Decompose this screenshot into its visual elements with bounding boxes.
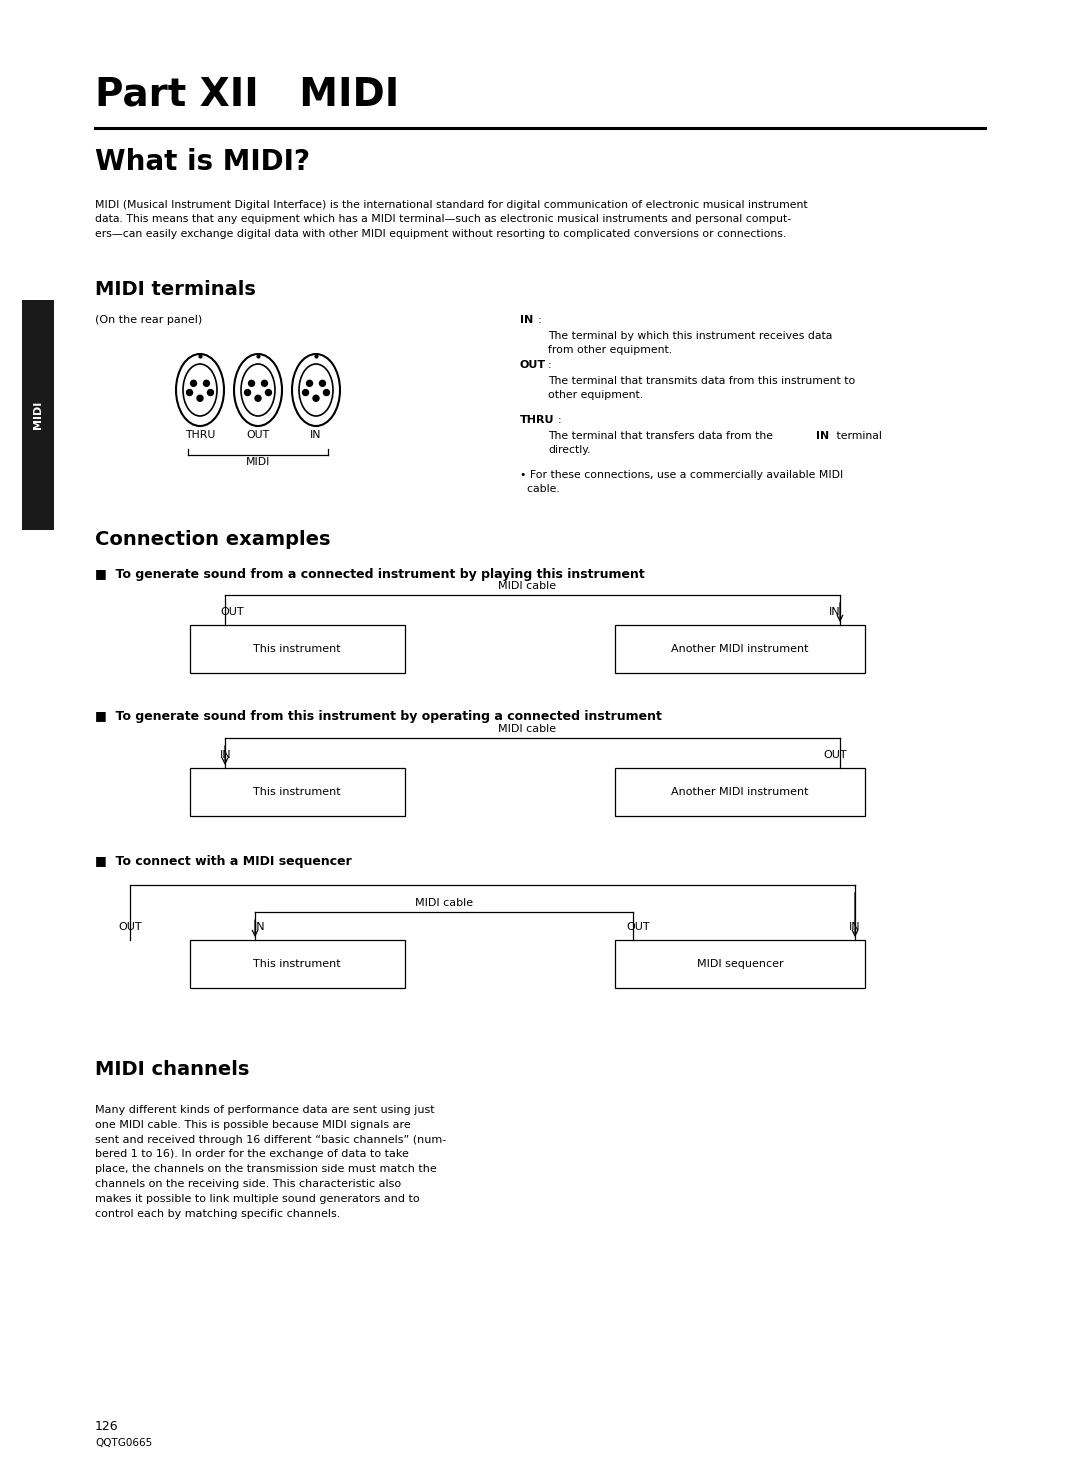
Circle shape	[302, 390, 309, 396]
Text: Many different kinds of performance data are sent using just
one MIDI cable. Thi: Many different kinds of performance data…	[95, 1105, 446, 1219]
Text: MIDI terminals: MIDI terminals	[95, 281, 256, 298]
Text: The terminal that transmits data from this instrument to
other equipment.: The terminal that transmits data from th…	[548, 377, 855, 400]
Circle shape	[197, 396, 203, 402]
Text: cable.: cable.	[519, 484, 559, 493]
Bar	[22, 300, 54, 530]
Text: (On the rear panel): (On the rear panel)	[95, 315, 202, 325]
Bar	[190, 939, 405, 988]
Text: OUT: OUT	[246, 430, 270, 440]
Text: IN: IN	[849, 922, 861, 932]
Circle shape	[307, 380, 312, 387]
Text: Another MIDI instrument: Another MIDI instrument	[672, 644, 809, 654]
Bar	[615, 625, 865, 674]
Circle shape	[190, 380, 197, 387]
Text: OUT: OUT	[519, 360, 546, 371]
Text: :: :	[538, 315, 542, 325]
Text: IN: IN	[829, 607, 841, 617]
Text: The terminal that transfers data from the: The terminal that transfers data from th…	[548, 431, 777, 442]
Text: ■  To connect with a MIDI sequencer: ■ To connect with a MIDI sequencer	[95, 855, 352, 868]
Text: OUT: OUT	[220, 607, 244, 617]
Text: terminal: terminal	[833, 431, 882, 442]
Text: • For these connections, use a commercially available MIDI: • For these connections, use a commercia…	[519, 470, 843, 480]
Text: This instrument: This instrument	[253, 787, 341, 798]
Bar	[190, 768, 405, 815]
Text: MIDI cable: MIDI cable	[415, 898, 473, 908]
Text: 126: 126	[95, 1419, 119, 1433]
Circle shape	[266, 390, 271, 396]
Circle shape	[203, 380, 210, 387]
Text: Connection examples: Connection examples	[95, 530, 330, 549]
Text: MIDI (Musical Instrument Digital Interface) is the international standard for di: MIDI (Musical Instrument Digital Interfa…	[95, 199, 808, 239]
Circle shape	[313, 396, 319, 402]
Ellipse shape	[176, 354, 224, 425]
Circle shape	[207, 390, 214, 396]
Text: ■  To generate sound from a connected instrument by playing this instrument: ■ To generate sound from a connected ins…	[95, 569, 645, 580]
Text: OUT: OUT	[823, 750, 847, 761]
Text: MIDI sequencer: MIDI sequencer	[697, 959, 783, 969]
Circle shape	[244, 390, 251, 396]
Text: IN: IN	[519, 315, 534, 325]
Text: IN: IN	[310, 430, 322, 440]
Text: Another MIDI instrument: Another MIDI instrument	[672, 787, 809, 798]
Circle shape	[261, 380, 268, 387]
Bar	[615, 939, 865, 988]
Ellipse shape	[183, 363, 217, 417]
Text: This instrument: This instrument	[253, 644, 341, 654]
Text: ■  To generate sound from this instrument by operating a connected instrument: ■ To generate sound from this instrument…	[95, 710, 662, 724]
Text: MIDI: MIDI	[33, 400, 43, 430]
Text: :: :	[548, 360, 552, 371]
Text: QQTG0665: QQTG0665	[95, 1439, 152, 1447]
Text: IN: IN	[220, 750, 231, 761]
Text: OUT: OUT	[626, 922, 650, 932]
Circle shape	[187, 390, 192, 396]
Text: MIDI channels: MIDI channels	[95, 1060, 249, 1080]
Text: The terminal by which this instrument receives data
from other equipment.: The terminal by which this instrument re…	[548, 331, 833, 356]
Text: OUT: OUT	[118, 922, 141, 932]
Text: THRU: THRU	[519, 415, 554, 425]
Text: MIDI cable: MIDI cable	[499, 580, 556, 591]
Ellipse shape	[234, 354, 282, 425]
Text: This instrument: This instrument	[253, 959, 341, 969]
Text: MIDI: MIDI	[246, 456, 270, 467]
Text: IN: IN	[816, 431, 829, 442]
Circle shape	[320, 380, 325, 387]
Ellipse shape	[299, 363, 333, 417]
Circle shape	[324, 390, 329, 396]
Circle shape	[248, 380, 255, 387]
Bar	[190, 625, 405, 674]
Text: What is MIDI?: What is MIDI?	[95, 148, 310, 176]
Text: :: :	[558, 415, 562, 425]
Text: IN: IN	[254, 922, 266, 932]
Text: Part XII   MIDI: Part XII MIDI	[95, 75, 400, 114]
Circle shape	[255, 396, 261, 402]
Ellipse shape	[292, 354, 340, 425]
Text: directly.: directly.	[548, 445, 591, 455]
Text: THRU: THRU	[185, 430, 215, 440]
Ellipse shape	[241, 363, 275, 417]
Bar	[615, 768, 865, 815]
Text: MIDI cable: MIDI cable	[499, 724, 556, 734]
